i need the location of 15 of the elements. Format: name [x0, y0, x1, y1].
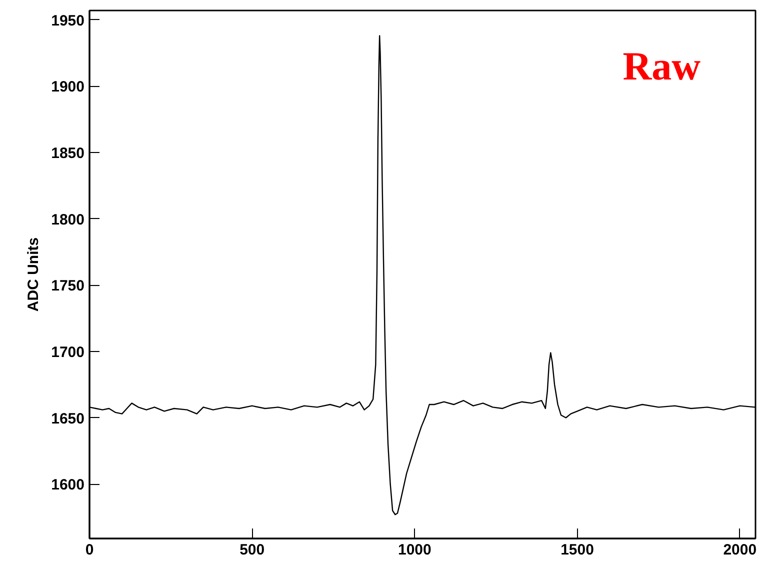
x-tick-label: 1000 — [398, 542, 432, 558]
y-tick-label: 1650 — [51, 410, 85, 428]
y-axis-title: ADC Units — [25, 237, 42, 312]
annotation: Raw — [622, 44, 701, 88]
y-tick-label: 1700 — [51, 344, 85, 361]
x-tick-label: 1500 — [560, 542, 594, 558]
y-tick-label: 1850 — [51, 144, 85, 162]
y-tick-label: 1600 — [51, 476, 85, 494]
y-tick-label: 1900 — [51, 78, 85, 96]
y-tick-label: 1800 — [51, 211, 85, 228]
y-tick-label: 1750 — [51, 278, 85, 295]
y-tick-label: 1950 — [51, 12, 85, 30]
x-tick-label: 0 — [85, 542, 94, 558]
x-tick-label: 2000 — [723, 542, 757, 558]
x-tick-label: 500 — [240, 542, 265, 558]
